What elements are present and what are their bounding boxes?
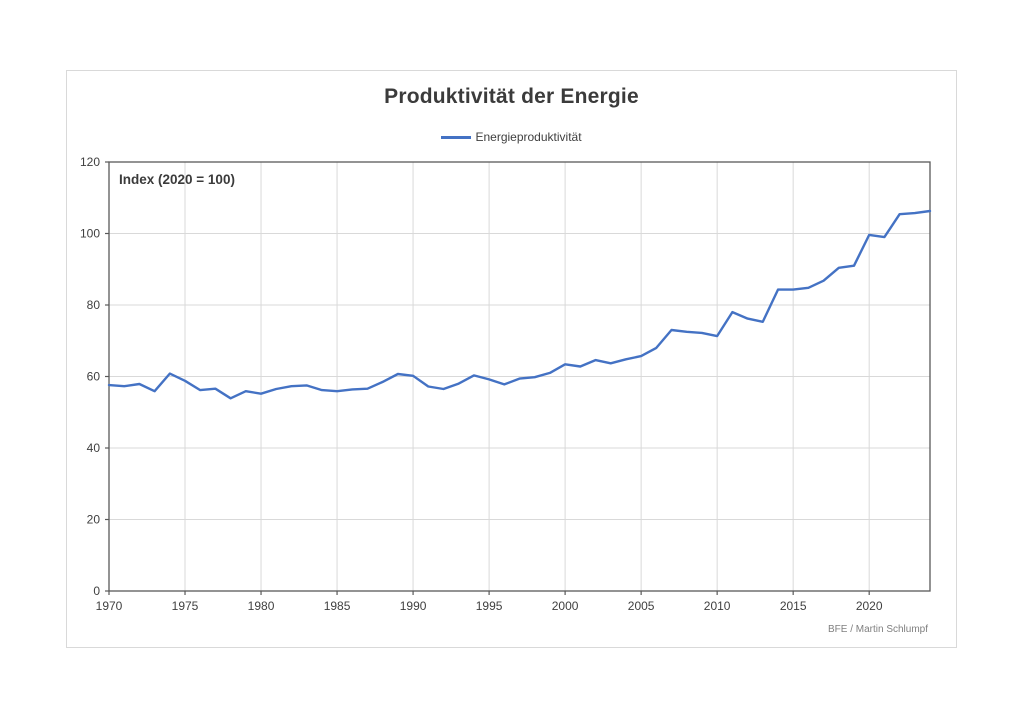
x-axis-label: 2000 — [552, 599, 579, 613]
y-axis-label: 80 — [87, 298, 101, 312]
x-axis-label: 2010 — [704, 599, 731, 613]
y-axis-label: 120 — [80, 155, 100, 169]
index-annotation: Index (2020 = 100) — [119, 172, 235, 187]
x-axis-label: 1990 — [400, 599, 427, 613]
legend-line-icon — [441, 135, 472, 139]
x-axis-label: 2015 — [780, 599, 807, 613]
y-axis-label: 100 — [80, 227, 100, 241]
chart-figure: Produktivität der Energie Energieprodukt… — [66, 70, 957, 648]
attribution: BFE / Martin Schlumpf — [827, 624, 928, 635]
line-chart: 0 20 40 60 80 100 120 1970 1975 1980 1985 1990 1995 2… — [80, 155, 932, 613]
x-axis-label: 1985 — [324, 599, 351, 613]
x-axis-label: 1980 — [248, 599, 275, 613]
y-axis-label: 40 — [87, 441, 101, 455]
y-axis-label: 60 — [87, 370, 101, 384]
x-axis-label: 1995 — [476, 599, 503, 613]
chart-title: Produktivität der Energie — [384, 85, 639, 108]
energieproduktivitaet-line — [107, 209, 932, 400]
y-axis-label: 0 — [93, 584, 100, 598]
y-axis-label: 20 — [87, 513, 101, 527]
x-axis-label: 1970 — [96, 599, 123, 613]
legend-label: Energieproduktivität — [475, 130, 582, 144]
chart-legend: Energieproduktivität — [67, 130, 956, 144]
x-axis-label: 1975 — [172, 599, 199, 613]
x-axis-label: 2020 — [856, 599, 883, 613]
x-axis-label: 2005 — [628, 599, 655, 613]
